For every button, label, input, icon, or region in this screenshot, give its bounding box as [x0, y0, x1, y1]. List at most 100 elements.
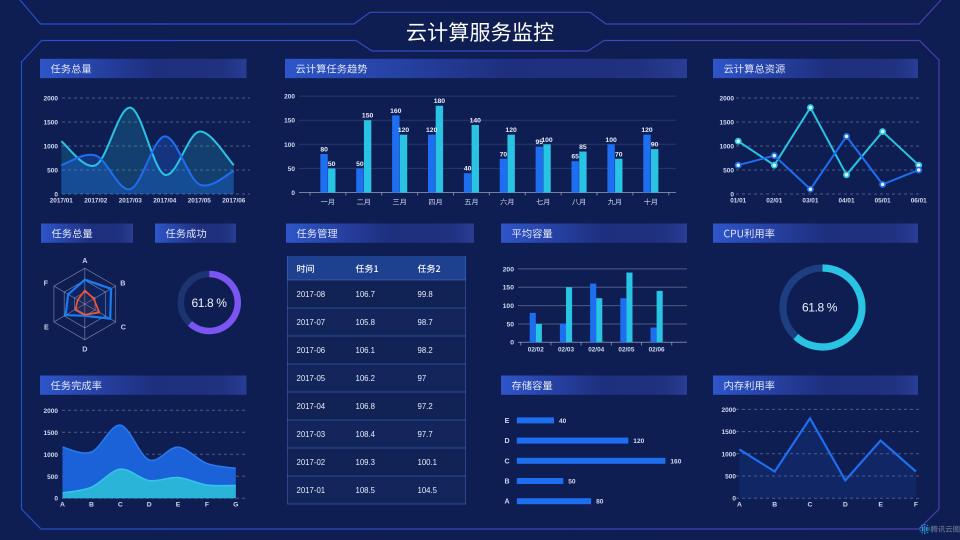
svg-text:D: D: [82, 344, 87, 353]
svg-text:04/01: 04/01: [839, 198, 855, 205]
svg-text:200: 200: [284, 94, 295, 101]
svg-text:A: A: [737, 502, 742, 509]
svg-text:120: 120: [398, 127, 410, 134]
svg-text:98.7: 98.7: [418, 318, 433, 327]
svg-text:100: 100: [605, 137, 617, 144]
svg-text:98.2: 98.2: [418, 346, 433, 355]
svg-text:2000: 2000: [722, 407, 737, 414]
svg-text:100: 100: [503, 303, 515, 310]
svg-text:E: E: [878, 502, 883, 509]
svg-text:2017-05: 2017-05: [297, 374, 326, 383]
svg-text:01/01: 01/01: [730, 198, 746, 205]
svg-text:500: 500: [725, 474, 736, 481]
svg-text:E: E: [176, 502, 181, 509]
svg-text:1500: 1500: [44, 430, 59, 437]
svg-text:B: B: [89, 502, 94, 509]
svg-text:50: 50: [288, 166, 296, 173]
svg-text:05/01: 05/01: [875, 198, 891, 205]
svg-text:85: 85: [579, 144, 587, 151]
svg-text:99.8: 99.8: [418, 290, 433, 299]
svg-text:02/05: 02/05: [618, 347, 634, 354]
svg-text:B: B: [120, 278, 125, 287]
svg-text:150: 150: [503, 285, 515, 292]
svg-text:C: C: [121, 323, 126, 332]
svg-text:2017/01: 2017/01: [50, 198, 74, 205]
svg-text:61.8 %: 61.8 %: [802, 301, 838, 315]
svg-text:F: F: [205, 502, 209, 509]
svg-text:0: 0: [730, 192, 734, 199]
svg-text:1000: 1000: [44, 144, 59, 151]
svg-text:1000: 1000: [44, 452, 59, 459]
svg-text:108.5: 108.5: [356, 486, 376, 495]
svg-text:106.2: 106.2: [356, 374, 376, 383]
svg-text:0: 0: [732, 496, 736, 503]
svg-text:2017-04: 2017-04: [297, 402, 326, 411]
svg-text:70: 70: [615, 151, 623, 158]
svg-text:E: E: [505, 418, 510, 425]
svg-text:1000: 1000: [722, 451, 737, 458]
svg-text:140: 140: [470, 118, 482, 125]
svg-text:108.4: 108.4: [356, 430, 376, 439]
svg-text:109.3: 109.3: [356, 458, 376, 467]
svg-text:2017/02: 2017/02: [84, 198, 108, 205]
svg-text:100: 100: [284, 142, 295, 149]
svg-text:2017-01: 2017-01: [297, 486, 326, 495]
svg-text:40: 40: [464, 166, 472, 173]
svg-text:0: 0: [54, 192, 58, 199]
svg-text:2000: 2000: [720, 96, 735, 103]
svg-text:160: 160: [670, 458, 681, 465]
svg-text:2000: 2000: [44, 408, 59, 415]
svg-text:80: 80: [596, 499, 604, 506]
svg-text:B: B: [772, 502, 777, 509]
svg-text:2017/04: 2017/04: [153, 198, 177, 205]
svg-text:03/01: 03/01: [802, 198, 818, 205]
svg-text:97.2: 97.2: [418, 402, 433, 411]
svg-text:0: 0: [54, 496, 58, 503]
svg-text:C: C: [808, 502, 813, 509]
svg-text:180: 180: [434, 98, 446, 105]
svg-text:50: 50: [568, 479, 576, 486]
svg-text:2017-07: 2017-07: [297, 318, 326, 327]
svg-text:C: C: [504, 458, 509, 465]
svg-text:A: A: [60, 502, 65, 509]
svg-text:02/01: 02/01: [766, 198, 782, 205]
svg-text:1000: 1000: [720, 144, 735, 151]
svg-text:500: 500: [47, 168, 58, 175]
svg-text:1500: 1500: [720, 120, 735, 127]
svg-text:2017-02: 2017-02: [297, 458, 326, 467]
svg-text:02/04: 02/04: [588, 347, 604, 354]
svg-text:2017-06: 2017-06: [297, 346, 326, 355]
svg-text:1500: 1500: [44, 120, 59, 127]
svg-text:65: 65: [571, 154, 579, 161]
svg-text:95: 95: [536, 139, 544, 146]
svg-text:150: 150: [362, 113, 374, 120]
svg-text:A: A: [82, 256, 87, 265]
svg-text:100: 100: [541, 137, 553, 144]
svg-text:G: G: [233, 502, 238, 509]
svg-text:120: 120: [641, 127, 653, 134]
svg-text:150: 150: [284, 118, 295, 125]
svg-text:106.8: 106.8: [356, 402, 376, 411]
svg-text:02/02: 02/02: [528, 347, 544, 354]
svg-text:2017/06: 2017/06: [222, 198, 246, 205]
svg-text:50: 50: [356, 161, 364, 168]
svg-text:02/06: 02/06: [649, 347, 665, 354]
svg-text:A: A: [504, 499, 509, 506]
svg-text:40: 40: [559, 418, 567, 425]
svg-text:106.1: 106.1: [356, 346, 376, 355]
svg-text:2000: 2000: [44, 96, 59, 103]
svg-text:50: 50: [506, 322, 514, 329]
svg-text:B: B: [504, 479, 509, 486]
svg-text:106.7: 106.7: [356, 290, 376, 299]
svg-text:2017-08: 2017-08: [297, 290, 326, 299]
svg-text:D: D: [504, 438, 509, 445]
svg-text:F: F: [914, 502, 918, 509]
svg-text:120: 120: [633, 438, 644, 445]
svg-text:02/03: 02/03: [558, 347, 574, 354]
svg-text:104.5: 104.5: [418, 486, 438, 495]
svg-text:2017/03: 2017/03: [119, 198, 143, 205]
svg-text:2017-03: 2017-03: [297, 430, 326, 439]
svg-text:160: 160: [390, 108, 402, 115]
svg-text:90: 90: [651, 142, 659, 149]
svg-text:105.8: 105.8: [356, 318, 376, 327]
